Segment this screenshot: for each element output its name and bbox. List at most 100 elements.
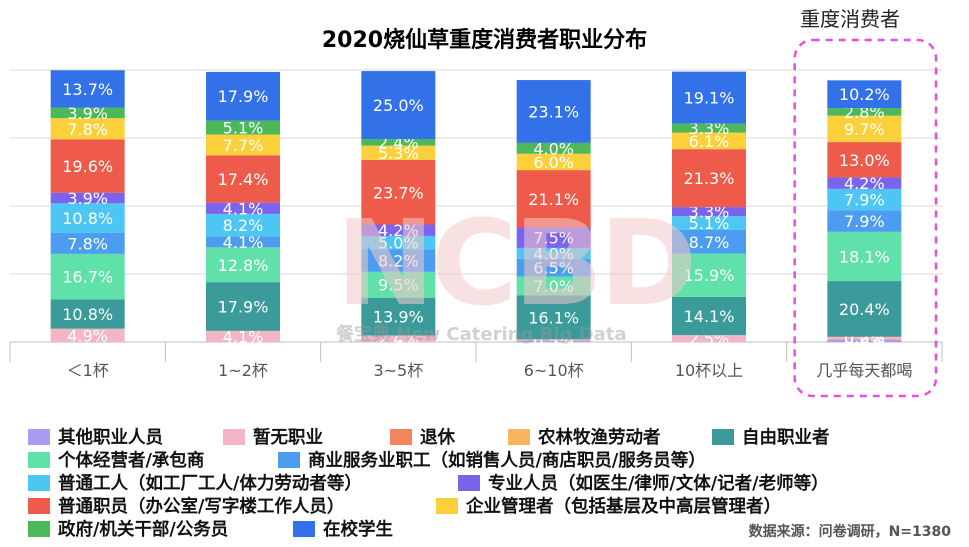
data-label: 3.9% xyxy=(67,189,108,208)
data-label: 18.1% xyxy=(839,247,890,266)
data-label: 7.9% xyxy=(844,212,885,231)
data-label: 7.7% xyxy=(223,136,264,155)
data-label: 6.0% xyxy=(533,153,574,172)
data-label: 3.9% xyxy=(67,104,108,123)
data-label: 3.3% xyxy=(689,203,730,222)
data-label: 10.8% xyxy=(62,209,113,228)
data-label: 19.6% xyxy=(62,157,113,176)
data-label: 8.7% xyxy=(689,233,730,252)
legend-swatch xyxy=(28,474,50,491)
data-label: 10.8% xyxy=(62,305,113,324)
legend-label: 暂无职业 xyxy=(253,428,323,448)
data-label: 4.1% xyxy=(223,199,264,218)
bar-segment xyxy=(827,115,902,143)
x-tick-label: ＜1杯 xyxy=(67,361,109,380)
bar-segment xyxy=(206,330,280,342)
bar-segment xyxy=(206,202,280,214)
bar-segment xyxy=(206,155,280,203)
bar-segment xyxy=(50,192,125,204)
legend-swatch xyxy=(436,497,458,514)
bar-segment xyxy=(50,253,125,300)
bar-segment xyxy=(672,149,746,208)
data-label: 21.3% xyxy=(684,169,735,188)
legend-swatch xyxy=(28,451,50,468)
bar-segment xyxy=(206,120,280,135)
bar-segment xyxy=(361,235,436,250)
legend-item: 农林牧渔劳动者 xyxy=(508,424,661,449)
data-label: 3.3% xyxy=(689,119,730,138)
bar-segment xyxy=(672,71,746,124)
legend-swatch xyxy=(278,451,300,468)
highlight-label: 重度消费者 xyxy=(800,7,900,31)
legend-swatch xyxy=(293,520,315,537)
legend-swatch xyxy=(390,428,412,445)
data-label: 17.9% xyxy=(218,298,269,317)
legend-label: 普通工人（如工厂工人/体力劳动者等） xyxy=(58,474,362,494)
bar-segment xyxy=(361,224,436,236)
bar-segment xyxy=(672,123,746,133)
legend-label: 商业服务业职工（如销售人员/商店职员/服务员等） xyxy=(308,451,706,471)
legend-item: 在校学生 xyxy=(293,516,393,541)
bar-segment xyxy=(361,249,436,272)
data-label: 4.9% xyxy=(67,326,108,345)
bar-segment xyxy=(827,80,902,109)
legend-swatch xyxy=(28,520,50,537)
data-label: 12.8% xyxy=(218,256,269,275)
bar-segment xyxy=(516,340,591,342)
data-label: 5.0% xyxy=(378,234,419,253)
data-label: 7.0% xyxy=(533,277,574,296)
data-label: 13.7% xyxy=(62,80,113,99)
data-label: 23.1% xyxy=(528,102,579,121)
bar-segment xyxy=(361,271,436,298)
bar-segment xyxy=(50,232,125,254)
bar-segment xyxy=(672,216,746,230)
bar-segment xyxy=(361,139,436,146)
chart: 4.9%10.8%16.7%7.8%10.8%3.9%19.6%7.8%3.9%… xyxy=(9,38,943,398)
data-label: 7.8% xyxy=(67,234,108,253)
bar-segment xyxy=(672,296,746,336)
x-tick-label: 1~2杯 xyxy=(218,361,268,380)
bar-segment xyxy=(827,210,902,232)
data-label: 4.2% xyxy=(844,174,885,193)
data-label: 14.1% xyxy=(684,307,735,326)
legend-swatch xyxy=(28,497,50,514)
data-label: 20.4% xyxy=(839,300,890,319)
bar-segment xyxy=(50,70,125,108)
legend-label: 普通职员（办公室/写字楼工作人员） xyxy=(58,497,345,517)
bar-segment xyxy=(516,80,591,143)
data-label: 5.3% xyxy=(378,144,419,163)
legend-label: 个体经营者/承包商 xyxy=(58,451,205,471)
bar-segment xyxy=(50,328,125,342)
bar-segment xyxy=(516,295,591,340)
x-tick-label: 3~5杯 xyxy=(373,361,423,380)
bar-segment xyxy=(361,297,436,336)
data-label: 13.9% xyxy=(373,308,424,327)
x-tick-label: 6~10杯 xyxy=(524,361,584,380)
bar-segment xyxy=(361,160,436,225)
legend-item: 个体经营者/承包商 xyxy=(28,447,204,472)
legend-swatch xyxy=(223,428,245,445)
data-label: 6.5% xyxy=(533,259,574,278)
bar-segment xyxy=(672,253,746,297)
data-label: 4.2% xyxy=(378,221,419,240)
bar-segment xyxy=(827,142,902,178)
bar-segment xyxy=(827,188,902,211)
data-label: 15.9% xyxy=(684,266,735,285)
legend-swatch xyxy=(458,474,480,491)
bar-segment xyxy=(672,132,746,150)
legend-item: 普通工人（如工厂工人/体力劳动者等） xyxy=(28,470,362,495)
legend-item: 自由职业者 xyxy=(712,424,830,449)
data-label: 10.2% xyxy=(839,85,890,104)
bar-segment xyxy=(516,258,591,277)
data-label: 16.1% xyxy=(528,308,579,327)
data-label: 4.0% xyxy=(533,139,574,158)
legend-swatch xyxy=(28,428,50,445)
data-label: 8.2% xyxy=(223,216,264,235)
legend-label: 政府/机关干部/公务员 xyxy=(58,520,229,540)
data-label: 23.7% xyxy=(373,183,424,202)
legend-item: 商业服务业职工（如销售人员/商店职员/服务员等） xyxy=(278,447,706,472)
legend-swatch xyxy=(508,428,530,445)
legend-item: 暂无职业 xyxy=(223,424,323,449)
chart-title: 2020烧仙草重度消费者职业分布 xyxy=(321,28,648,53)
bar-segment xyxy=(206,247,280,283)
